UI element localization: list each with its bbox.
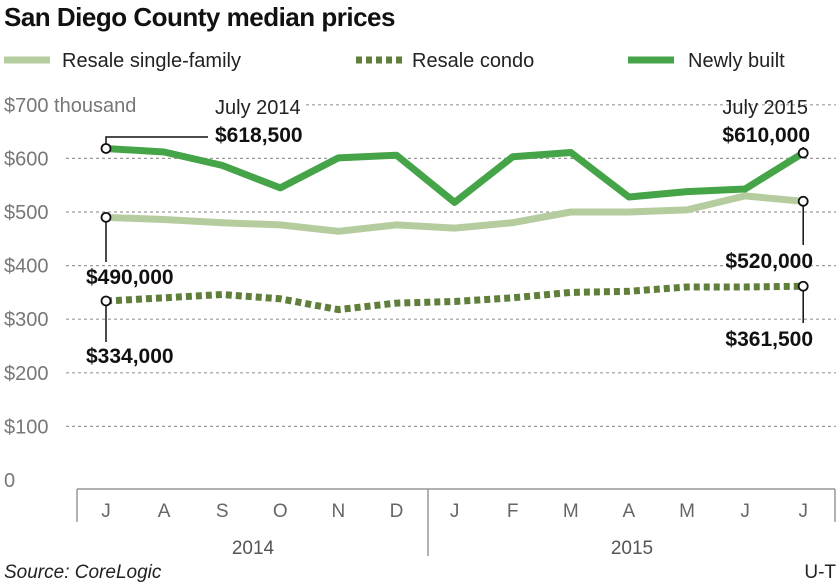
- annotation-single-family-end: $520,000: [725, 250, 813, 273]
- x-tick-label: O: [273, 501, 288, 522]
- annotation-condo-end: $361,500: [725, 328, 813, 351]
- y-tick-label: $200: [4, 363, 49, 385]
- y-tick-label: 0: [4, 470, 15, 492]
- y-tick-label: $300: [4, 309, 49, 331]
- y-tick-label: $500: [4, 202, 49, 224]
- series-line-resale-single-family: [105, 192, 804, 235]
- x-tick-label: S: [216, 501, 229, 522]
- endpoint-marker: [100, 211, 112, 223]
- x-tick-label: A: [623, 501, 636, 522]
- credit: U-T: [804, 562, 836, 583]
- legend-label-resale-single-family: Resale single-family: [62, 50, 241, 72]
- x-tick-label: J: [450, 501, 460, 522]
- annotation-newly-built-end: $610,000: [722, 124, 810, 147]
- source-note: Source: CoreLogic: [4, 562, 162, 583]
- series-line-newly-built: [105, 145, 806, 206]
- x-tick-label: A: [158, 501, 171, 522]
- y-axis-ticks: $700 thousand $600 $500 $400 $300 $200 $100 0: [4, 95, 136, 492]
- endpoint-marker: [797, 195, 809, 207]
- endpoint-marker: [797, 147, 809, 159]
- x-tick-label: J: [798, 501, 808, 522]
- series-lines: [105, 145, 806, 314]
- annotation-newly-built-start: $618,500: [215, 124, 303, 147]
- x-tick-label: J: [740, 501, 750, 522]
- chart-title: San Diego County median prices: [4, 2, 395, 32]
- x-tick-label: J: [101, 501, 111, 522]
- x-axis: J A S O N D J F M A M J J 2014 2015: [76, 488, 836, 559]
- x-tick-label: M: [679, 501, 695, 522]
- x-tick-label: N: [332, 501, 346, 522]
- annotation-date-start: July 2014: [215, 97, 301, 119]
- year-label: 2014: [232, 538, 275, 559]
- annotation-single-family-start: $490,000: [86, 266, 174, 289]
- endpoint-marker: [797, 280, 809, 292]
- x-tick-label: F: [507, 501, 519, 522]
- y-tick-label: $600: [4, 148, 49, 170]
- series-line-resale-condo: [105, 282, 804, 314]
- y-tick-label: $400: [4, 256, 49, 278]
- annotation-date-end: July 2015: [722, 97, 808, 119]
- year-label: 2015: [611, 538, 653, 559]
- endpoint-marker: [100, 295, 112, 307]
- gridlines: [66, 104, 836, 427]
- y-tick-label: $700 thousand: [4, 95, 136, 117]
- x-tick-label: M: [563, 501, 579, 522]
- y-tick-label: $100: [4, 416, 49, 438]
- legend-label-newly-built: Newly built: [688, 50, 785, 72]
- endpoint-marker: [100, 143, 112, 154]
- annotation-condo-start: $334,000: [86, 345, 174, 368]
- legend: Resale single-family Resale condo Newly …: [4, 50, 785, 72]
- legend-label-resale-condo: Resale condo: [412, 50, 534, 72]
- annotations: July 2014 $618,500 July 2015 $610,000 $490,0…: [86, 97, 813, 368]
- x-tick-label: D: [390, 501, 404, 522]
